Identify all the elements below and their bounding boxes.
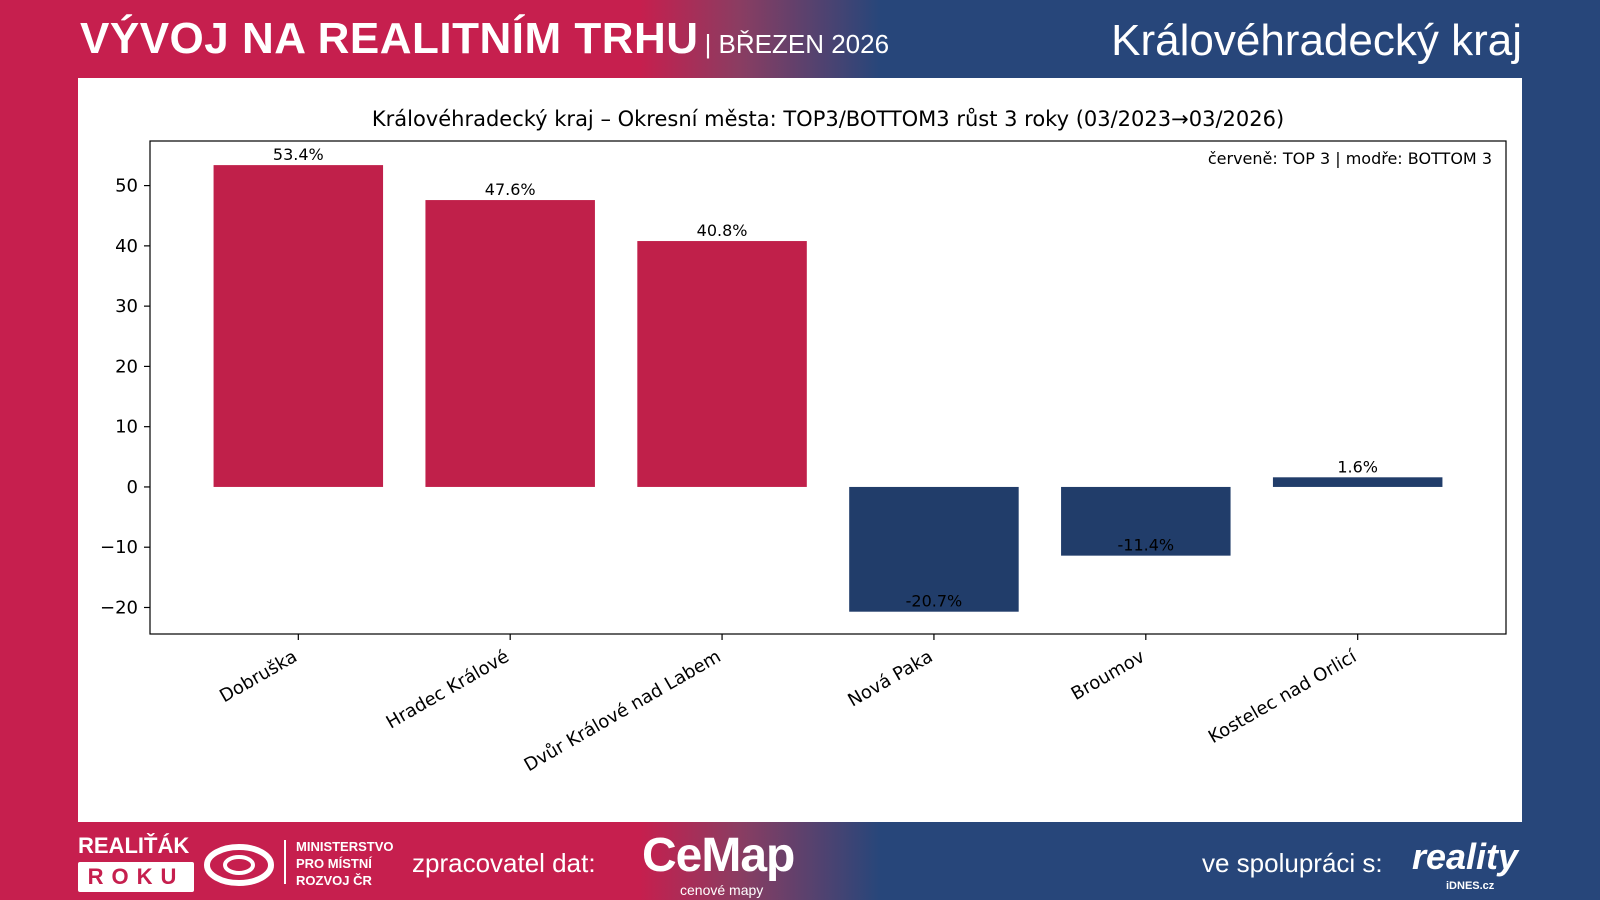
x-tick-label: Kostelec nad Orlicí [1205,646,1361,748]
x-tick-label: Dobruška [216,646,301,707]
chart-title: Královéhradecký kraj – Okresní města: TO… [372,107,1284,131]
realitak-logo-top: REALIŤÁK [78,833,190,858]
data-label: -11.4% [1118,536,1175,555]
chart-panel: Královéhradecký kraj – Okresní města: TO… [78,78,1522,822]
divider [284,840,286,884]
x-tick-label: Hradec Králové [383,646,513,733]
bar [1272,477,1443,487]
data-label: -20.7% [906,592,963,611]
y-tick-label: −20 [100,597,138,618]
y-tick-label: 20 [115,356,138,377]
ministry-emblem-icon [204,844,274,886]
ministry-line: ROZVOJ ČR [296,873,372,888]
reality-idnes-sub: iDNES.cz [1446,880,1495,892]
report-title: VÝVOJ NA REALITNÍM TRHU [80,14,699,63]
region-name: Královéhradecký kraj [1111,16,1522,65]
y-tick-label: 10 [115,417,138,438]
x-tick-label: Dvůr Králové nad Labem [521,646,725,776]
plot-frame [149,140,1507,635]
report-date: | BŘEZEN 2026 [704,29,890,59]
partner-label: ve spolupráci s: [1202,848,1383,878]
data-label: 1.6% [1337,457,1378,476]
ministry-line: MINISTERSTVO [296,839,394,854]
data-label: 47.6% [485,180,536,199]
processor-label: zpracovatel dat: [412,848,596,878]
bar [213,165,384,487]
y-tick-label: 0 [127,477,138,498]
ministry-line: PRO MÍSTNÍ [296,856,372,871]
header-title: VÝVOJ NA REALITNÍM TRHU | BŘEZEN 2026 [80,14,889,64]
y-tick-label: 50 [115,176,138,197]
realitak-logo-bottom: ROKU [78,862,194,892]
data-label: 53.4% [273,145,324,164]
y-tick-label: 30 [115,296,138,317]
y-tick-label: 40 [115,236,138,257]
reality-idnes-logo: reality [1412,836,1519,877]
bar [849,486,1019,612]
footer: REALIŤÁK ROKU MINISTERSTVO PRO MÍSTNÍ ROZV… [0,830,1600,900]
cemap-sub: cenové mapy [680,882,764,898]
bar [637,241,807,487]
bar [1061,486,1231,556]
cemap-logo: CeMap [642,829,795,882]
bar [425,200,595,487]
chart-annotation: červeně: TOP 3 | modře: BOTTOM 3 [1208,149,1492,168]
data-label: 40.8% [697,221,748,240]
bar-chart: Královéhradecký kraj – Okresní města: TO… [100,107,1507,776]
x-tick-label: Nová Paka [844,646,936,711]
x-tick-label: Broumov [1068,646,1149,705]
ministry-logo: MINISTERSTVO PRO MÍSTNÍ ROZVOJ ČR [296,838,394,889]
y-tick-label: −10 [100,537,138,558]
